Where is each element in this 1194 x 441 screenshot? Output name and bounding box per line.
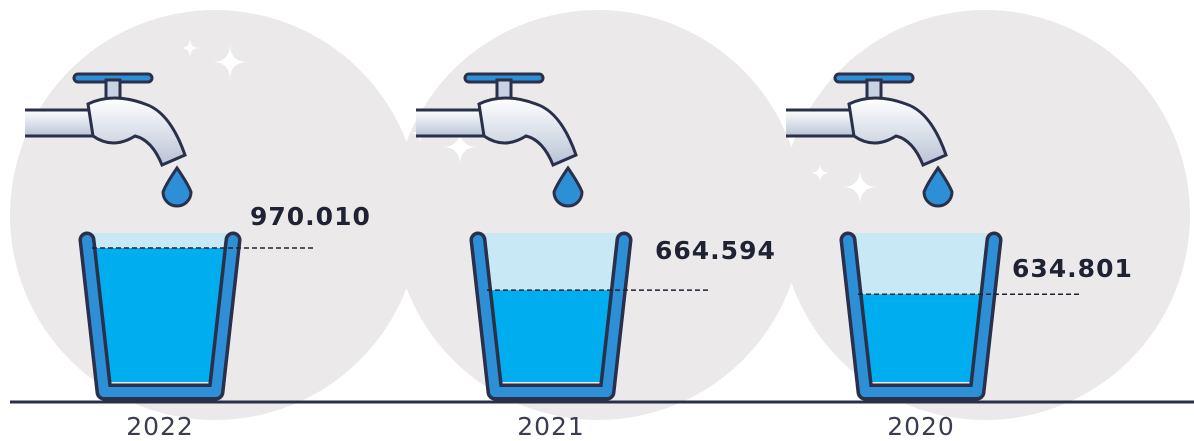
infographic: 970.010 2022 664.594 2021 634.801 2020 [0,0,1194,441]
water [490,290,612,382]
year-label: 2021 [517,412,585,441]
year-label: 2020 [887,412,955,441]
water [860,294,981,382]
year-label: 2022 [126,412,194,441]
glass [87,233,233,392]
value-label: 970.010 [250,202,371,231]
page: 970.0102022664.5942021634.8012020 (() =>… [0,0,1194,441]
water [94,248,225,382]
glass [478,233,624,392]
glass [848,233,994,392]
value-label: 664.594 [655,236,776,265]
value-label: 634.801 [1012,254,1133,283]
